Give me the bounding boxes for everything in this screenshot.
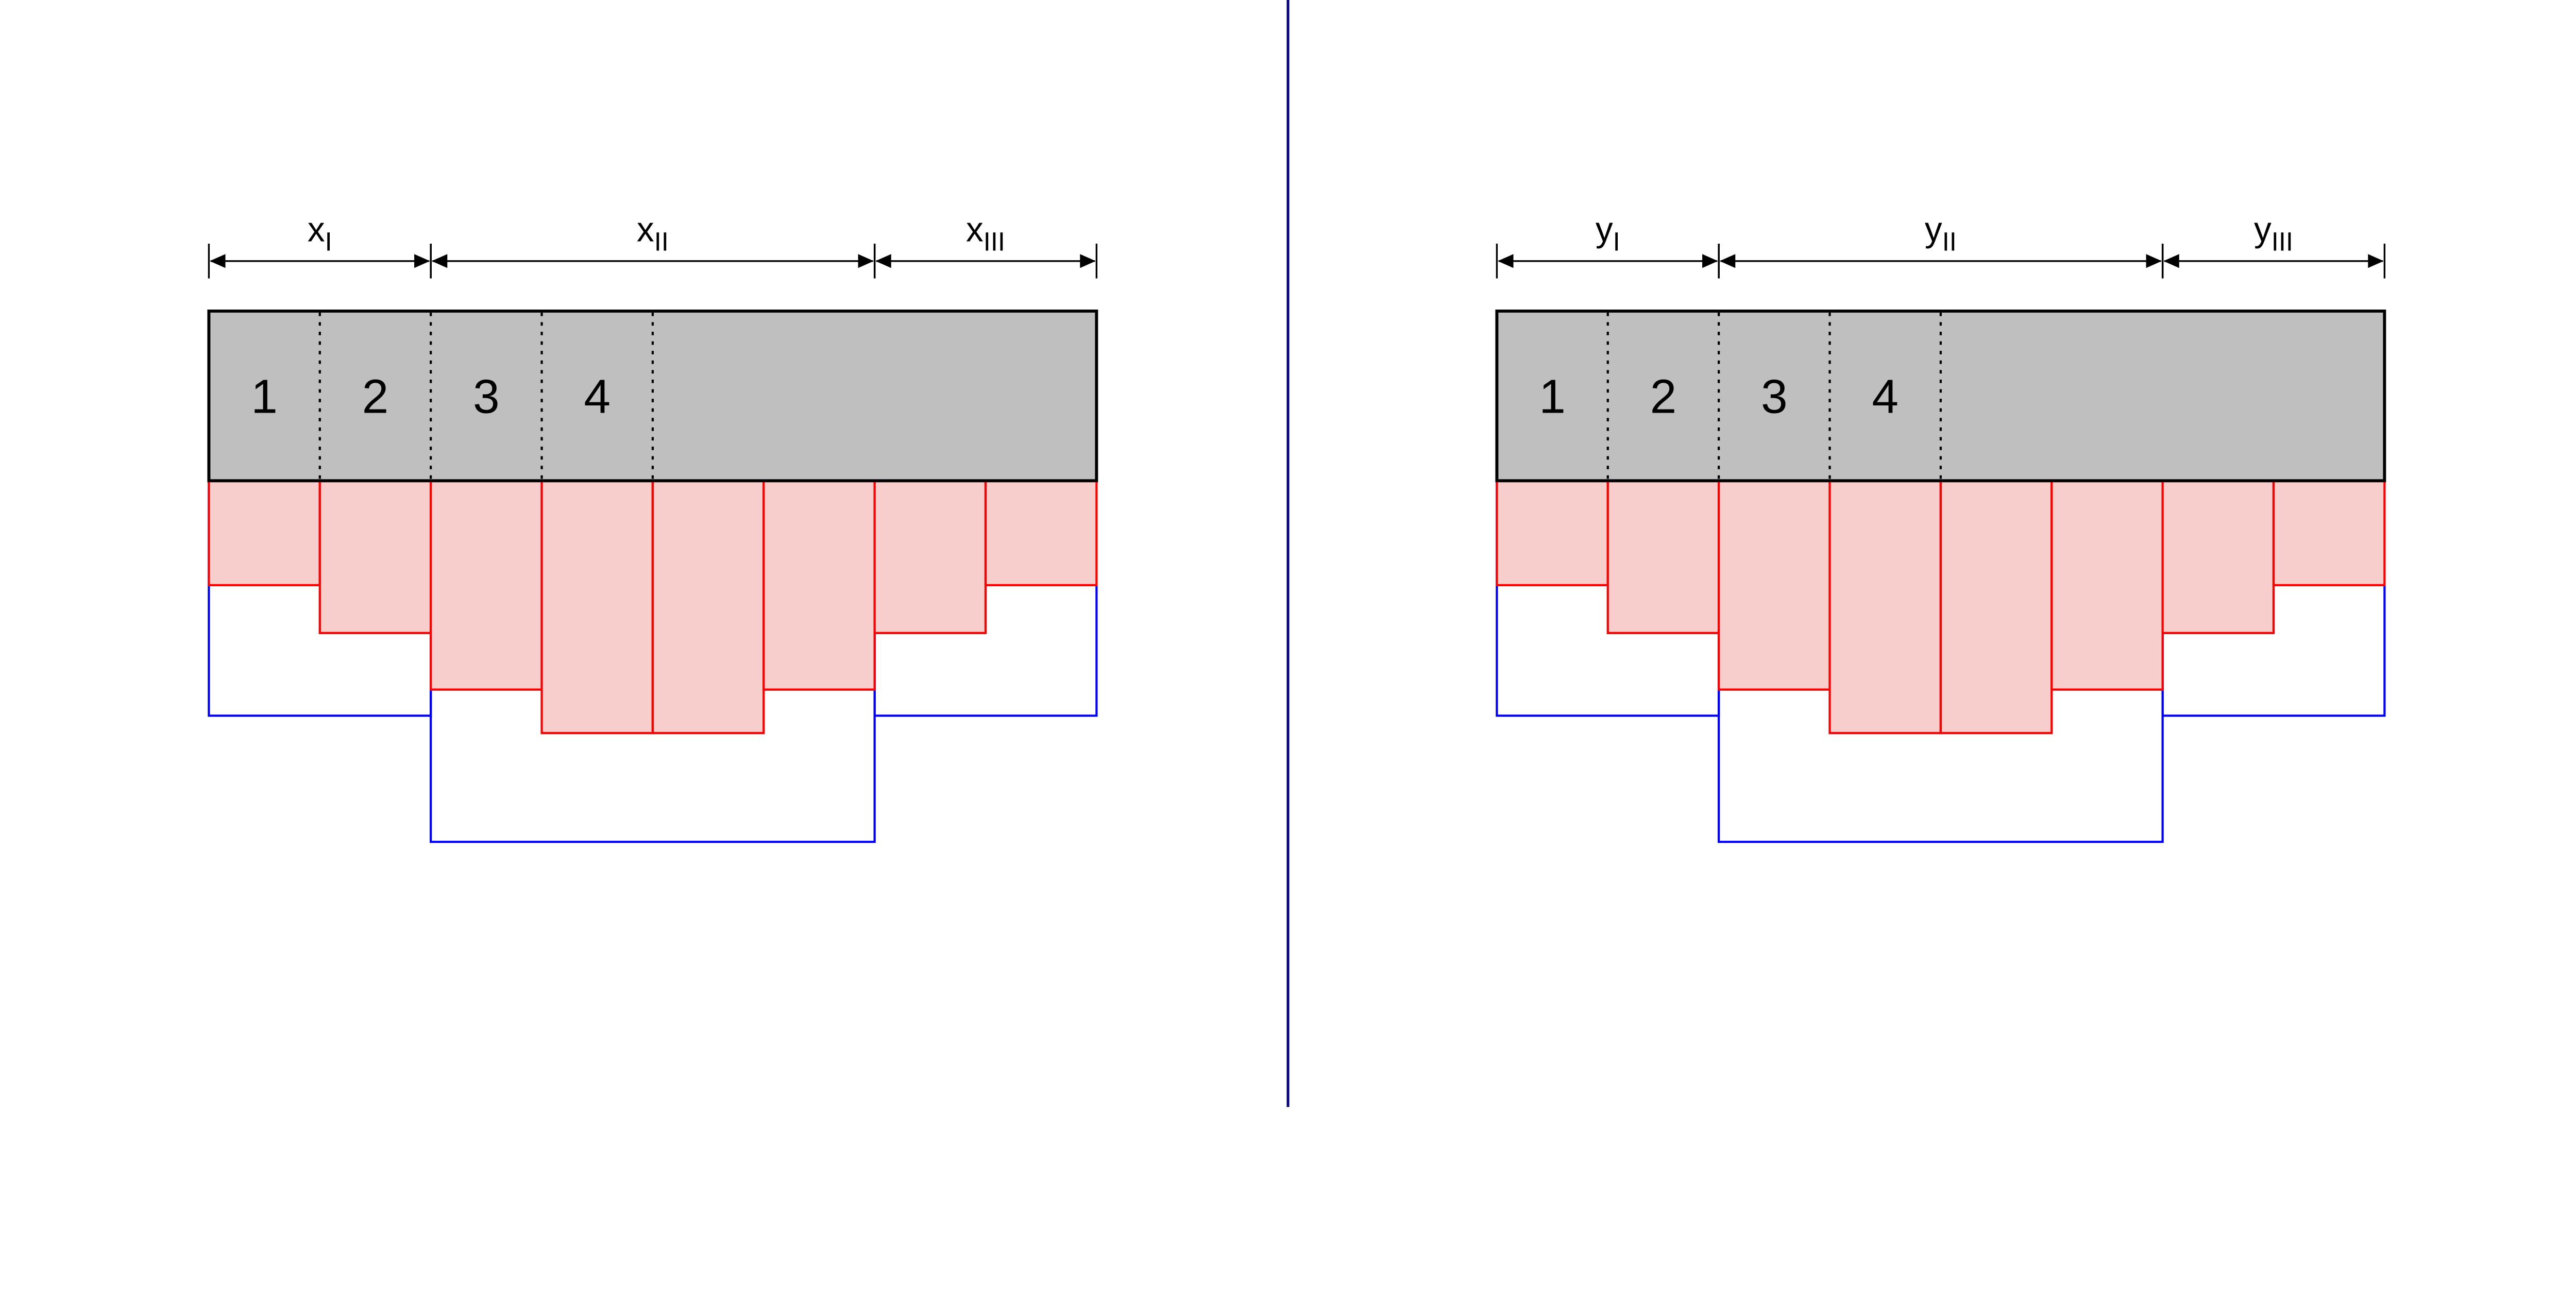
pink-bar-2: [1608, 481, 1719, 633]
pink-bar-7: [2163, 481, 2274, 633]
dim-label-2: yIII: [2254, 211, 2293, 257]
arrowhead-icon: [1720, 254, 1735, 268]
dim-label-2: xIII: [966, 211, 1005, 257]
gray-header: [209, 311, 1096, 481]
pink-bar-2: [320, 481, 431, 633]
arrowhead-icon: [2163, 254, 2179, 268]
arrowhead-icon: [1702, 254, 1718, 268]
dim-label-0: yI: [1596, 211, 1620, 257]
cell-label-1: 1: [1539, 370, 1566, 423]
arrowhead-icon: [1498, 254, 1513, 268]
pink-bar-6: [2052, 481, 2162, 689]
cell-label-2: 2: [362, 370, 389, 423]
pink-bar-8: [2274, 481, 2384, 585]
diagram-canvas: 1 2 3 4 xI xII xIII 1 2 3 4 yI yII yIII: [0, 0, 2576, 1107]
arrowhead-icon: [2146, 254, 2162, 268]
dim-label-0: xI: [308, 211, 332, 257]
gray-header: [1497, 311, 2384, 481]
arrowhead-icon: [414, 254, 430, 268]
pink-bar-1: [1497, 481, 1607, 585]
pink-bar-5: [1941, 481, 2052, 733]
pink-bar-1: [209, 481, 319, 585]
panel-right: 1 2 3 4 yI yII yIII: [1497, 211, 2384, 842]
pink-bar-5: [653, 481, 764, 733]
pink-bar-7: [875, 481, 986, 633]
arrowhead-icon: [432, 254, 447, 268]
pink-bar-8: [986, 481, 1096, 585]
cell-label-1: 1: [251, 370, 278, 423]
pink-bar-4: [542, 481, 653, 733]
arrowhead-icon: [1080, 254, 1095, 268]
dim-label-1: xII: [637, 211, 669, 257]
pink-bar-6: [764, 481, 874, 689]
cell-label-4: 4: [584, 370, 611, 423]
cell-label-3: 3: [1761, 370, 1788, 423]
arrowhead-icon: [210, 254, 225, 268]
cell-label-4: 4: [1872, 370, 1899, 423]
cell-label-2: 2: [1650, 370, 1677, 423]
cell-label-3: 3: [473, 370, 500, 423]
pink-bar-3: [1719, 481, 1829, 689]
panel-left: 1 2 3 4 xI xII xIII: [209, 211, 1096, 842]
pink-bar-3: [431, 481, 541, 689]
arrowhead-icon: [2368, 254, 2383, 268]
arrowhead-icon: [875, 254, 891, 268]
dim-label-1: yII: [1925, 211, 1957, 257]
pink-bar-4: [1830, 481, 1941, 733]
arrowhead-icon: [858, 254, 874, 268]
